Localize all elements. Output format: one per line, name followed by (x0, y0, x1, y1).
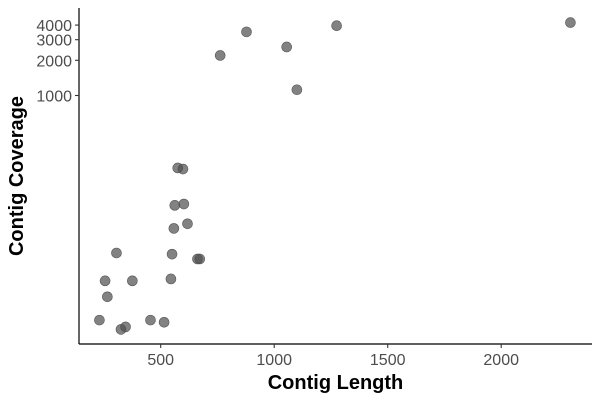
y-tick-label: 1000 (36, 88, 72, 105)
y-tick-label: 3000 (36, 33, 72, 50)
scatter-point (168, 223, 180, 234)
scatter-point (291, 84, 303, 96)
scatter-point (194, 253, 206, 265)
scatter-point (165, 273, 177, 285)
scatter-point (120, 321, 131, 333)
scatter-point (331, 20, 342, 32)
scatter-point (214, 50, 226, 61)
scatter-point (177, 163, 189, 175)
y-tick-label: 2000 (36, 53, 72, 70)
x-axis-title: Contig Length (268, 372, 404, 394)
x-tick-label: 1000 (256, 352, 292, 369)
scatter-point (94, 314, 105, 326)
scatter-point (158, 316, 170, 328)
scatter-point (99, 275, 111, 287)
scatter-point (145, 314, 156, 326)
scatter-point (166, 248, 178, 260)
scatter-point (169, 200, 181, 211)
scatter-point (281, 41, 292, 53)
scatter-point (178, 198, 190, 210)
x-axis-ticks: 500 1000 1500 2000 (147, 344, 519, 369)
x-tick-label: 1500 (370, 352, 406, 369)
scatter-point (111, 247, 122, 259)
scatter-point (102, 291, 113, 303)
y-axis-title: Contig Coverage (6, 96, 28, 256)
scatter-point (127, 275, 138, 287)
scatter-point (182, 218, 193, 230)
x-tick-label: 2000 (483, 352, 519, 369)
scatter-point (565, 17, 576, 28)
scatter-point (241, 26, 252, 38)
y-tick-label: 4000 (36, 18, 72, 35)
points-layer (94, 17, 576, 335)
x-tick-label: 500 (147, 352, 174, 369)
